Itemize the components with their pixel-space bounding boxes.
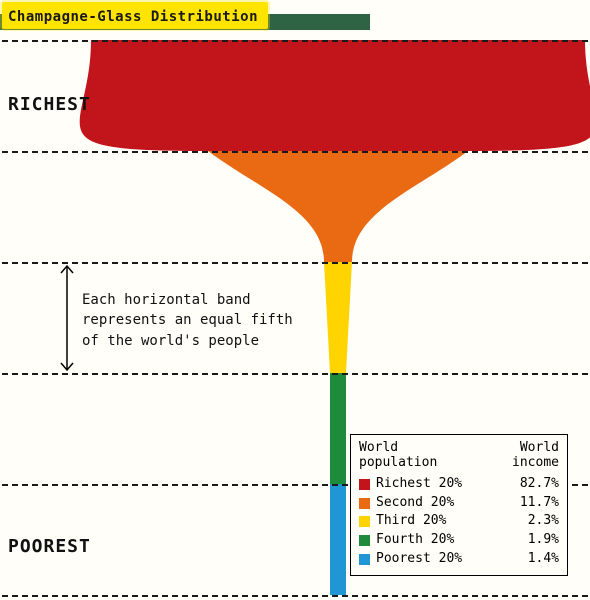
legend-col-population: World population: [359, 441, 437, 471]
legend-value: 11.7%: [511, 494, 559, 513]
band-divider: [2, 595, 588, 597]
legend-swatch: [359, 535, 370, 546]
legend-swatch: [359, 498, 370, 509]
legend-value: 1.4%: [511, 550, 559, 569]
note-line: Each horizontal band: [82, 290, 312, 310]
page-title: Champagne-Glass Distribution: [8, 9, 258, 25]
legend-header: World population World income: [359, 441, 559, 471]
legend-swatch: [359, 554, 370, 565]
funnel-band-third: [324, 262, 352, 373]
funnel-band-richest: [80, 40, 590, 151]
band-divider: [2, 373, 588, 375]
legend-value: 1.9%: [511, 531, 559, 550]
band-divider: [2, 40, 588, 42]
legend-value: 2.3%: [511, 512, 559, 531]
band-divider: [2, 262, 588, 264]
band-divider: [2, 151, 588, 153]
legend-row: Second 20% 11.7%: [359, 494, 559, 513]
legend-value: 82.7%: [511, 475, 559, 494]
funnel-band-second: [208, 151, 468, 262]
legend-label: Second 20%: [376, 494, 511, 513]
legend-swatch: [359, 516, 370, 527]
legend-swatch: [359, 479, 370, 490]
legend-label: Third 20%: [376, 512, 511, 531]
note-extent-arrow: [58, 263, 76, 373]
note-line: of the world's people: [82, 331, 312, 351]
explanatory-note: Each horizontal band represents an equal…: [82, 290, 312, 351]
label-richest: RICHEST: [8, 94, 91, 115]
title-highlight: Champagne-Glass Distribution: [2, 2, 268, 29]
note-line: represents an equal fifth: [82, 310, 312, 330]
legend-row: Third 20% 2.3%: [359, 512, 559, 531]
funnel-band-fourth: [330, 373, 346, 484]
legend-label: Richest 20%: [376, 475, 511, 494]
legend-row: Poorest 20% 1.4%: [359, 550, 559, 569]
legend-label: Poorest 20%: [376, 550, 511, 569]
funnel-band-poorest: [330, 484, 346, 595]
legend-col-income: World income: [512, 441, 559, 471]
legend-box: World population World income Richest 20…: [350, 434, 568, 576]
legend-label: Fourth 20%: [376, 531, 511, 550]
legend-row: Fourth 20% 1.9%: [359, 531, 559, 550]
legend-row: Richest 20% 82.7%: [359, 475, 559, 494]
label-poorest: POOREST: [8, 536, 91, 557]
